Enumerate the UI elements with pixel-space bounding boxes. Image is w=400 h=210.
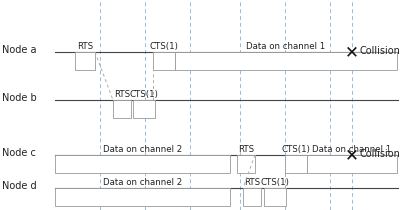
Text: CTS(1): CTS(1): [260, 178, 290, 187]
Bar: [237, 155, 255, 173]
Text: Collision!: Collision!: [359, 46, 400, 56]
Text: RTS: RTS: [77, 42, 93, 51]
Text: CTS(1): CTS(1): [130, 90, 158, 99]
Text: Data on channel 1: Data on channel 1: [312, 145, 392, 154]
Text: Data on channel 2: Data on channel 2: [103, 145, 182, 154]
Bar: [133, 100, 155, 118]
Text: CTS(1): CTS(1): [282, 145, 310, 154]
Text: Node d: Node d: [2, 181, 37, 191]
Bar: [55, 188, 230, 206]
Bar: [243, 188, 261, 206]
Text: Data on channel 2: Data on channel 2: [103, 178, 182, 187]
Bar: [153, 52, 175, 70]
Bar: [264, 188, 286, 206]
Text: ✕: ✕: [345, 43, 359, 61]
Text: CTS(1): CTS(1): [150, 42, 178, 51]
Bar: [175, 52, 397, 70]
Bar: [307, 155, 397, 173]
Text: Data on channel 1: Data on channel 1: [246, 42, 326, 51]
Bar: [285, 155, 307, 173]
Bar: [75, 52, 95, 70]
Bar: [113, 100, 131, 118]
Text: RTS: RTS: [244, 178, 260, 187]
Text: RTS: RTS: [114, 90, 130, 99]
Text: Collision!: Collision!: [359, 149, 400, 159]
Text: RTS: RTS: [238, 145, 254, 154]
Bar: [55, 155, 230, 173]
Text: Node c: Node c: [2, 148, 36, 158]
Text: Node a: Node a: [2, 45, 36, 55]
Text: ✕: ✕: [345, 146, 359, 164]
Text: Node b: Node b: [2, 93, 37, 103]
